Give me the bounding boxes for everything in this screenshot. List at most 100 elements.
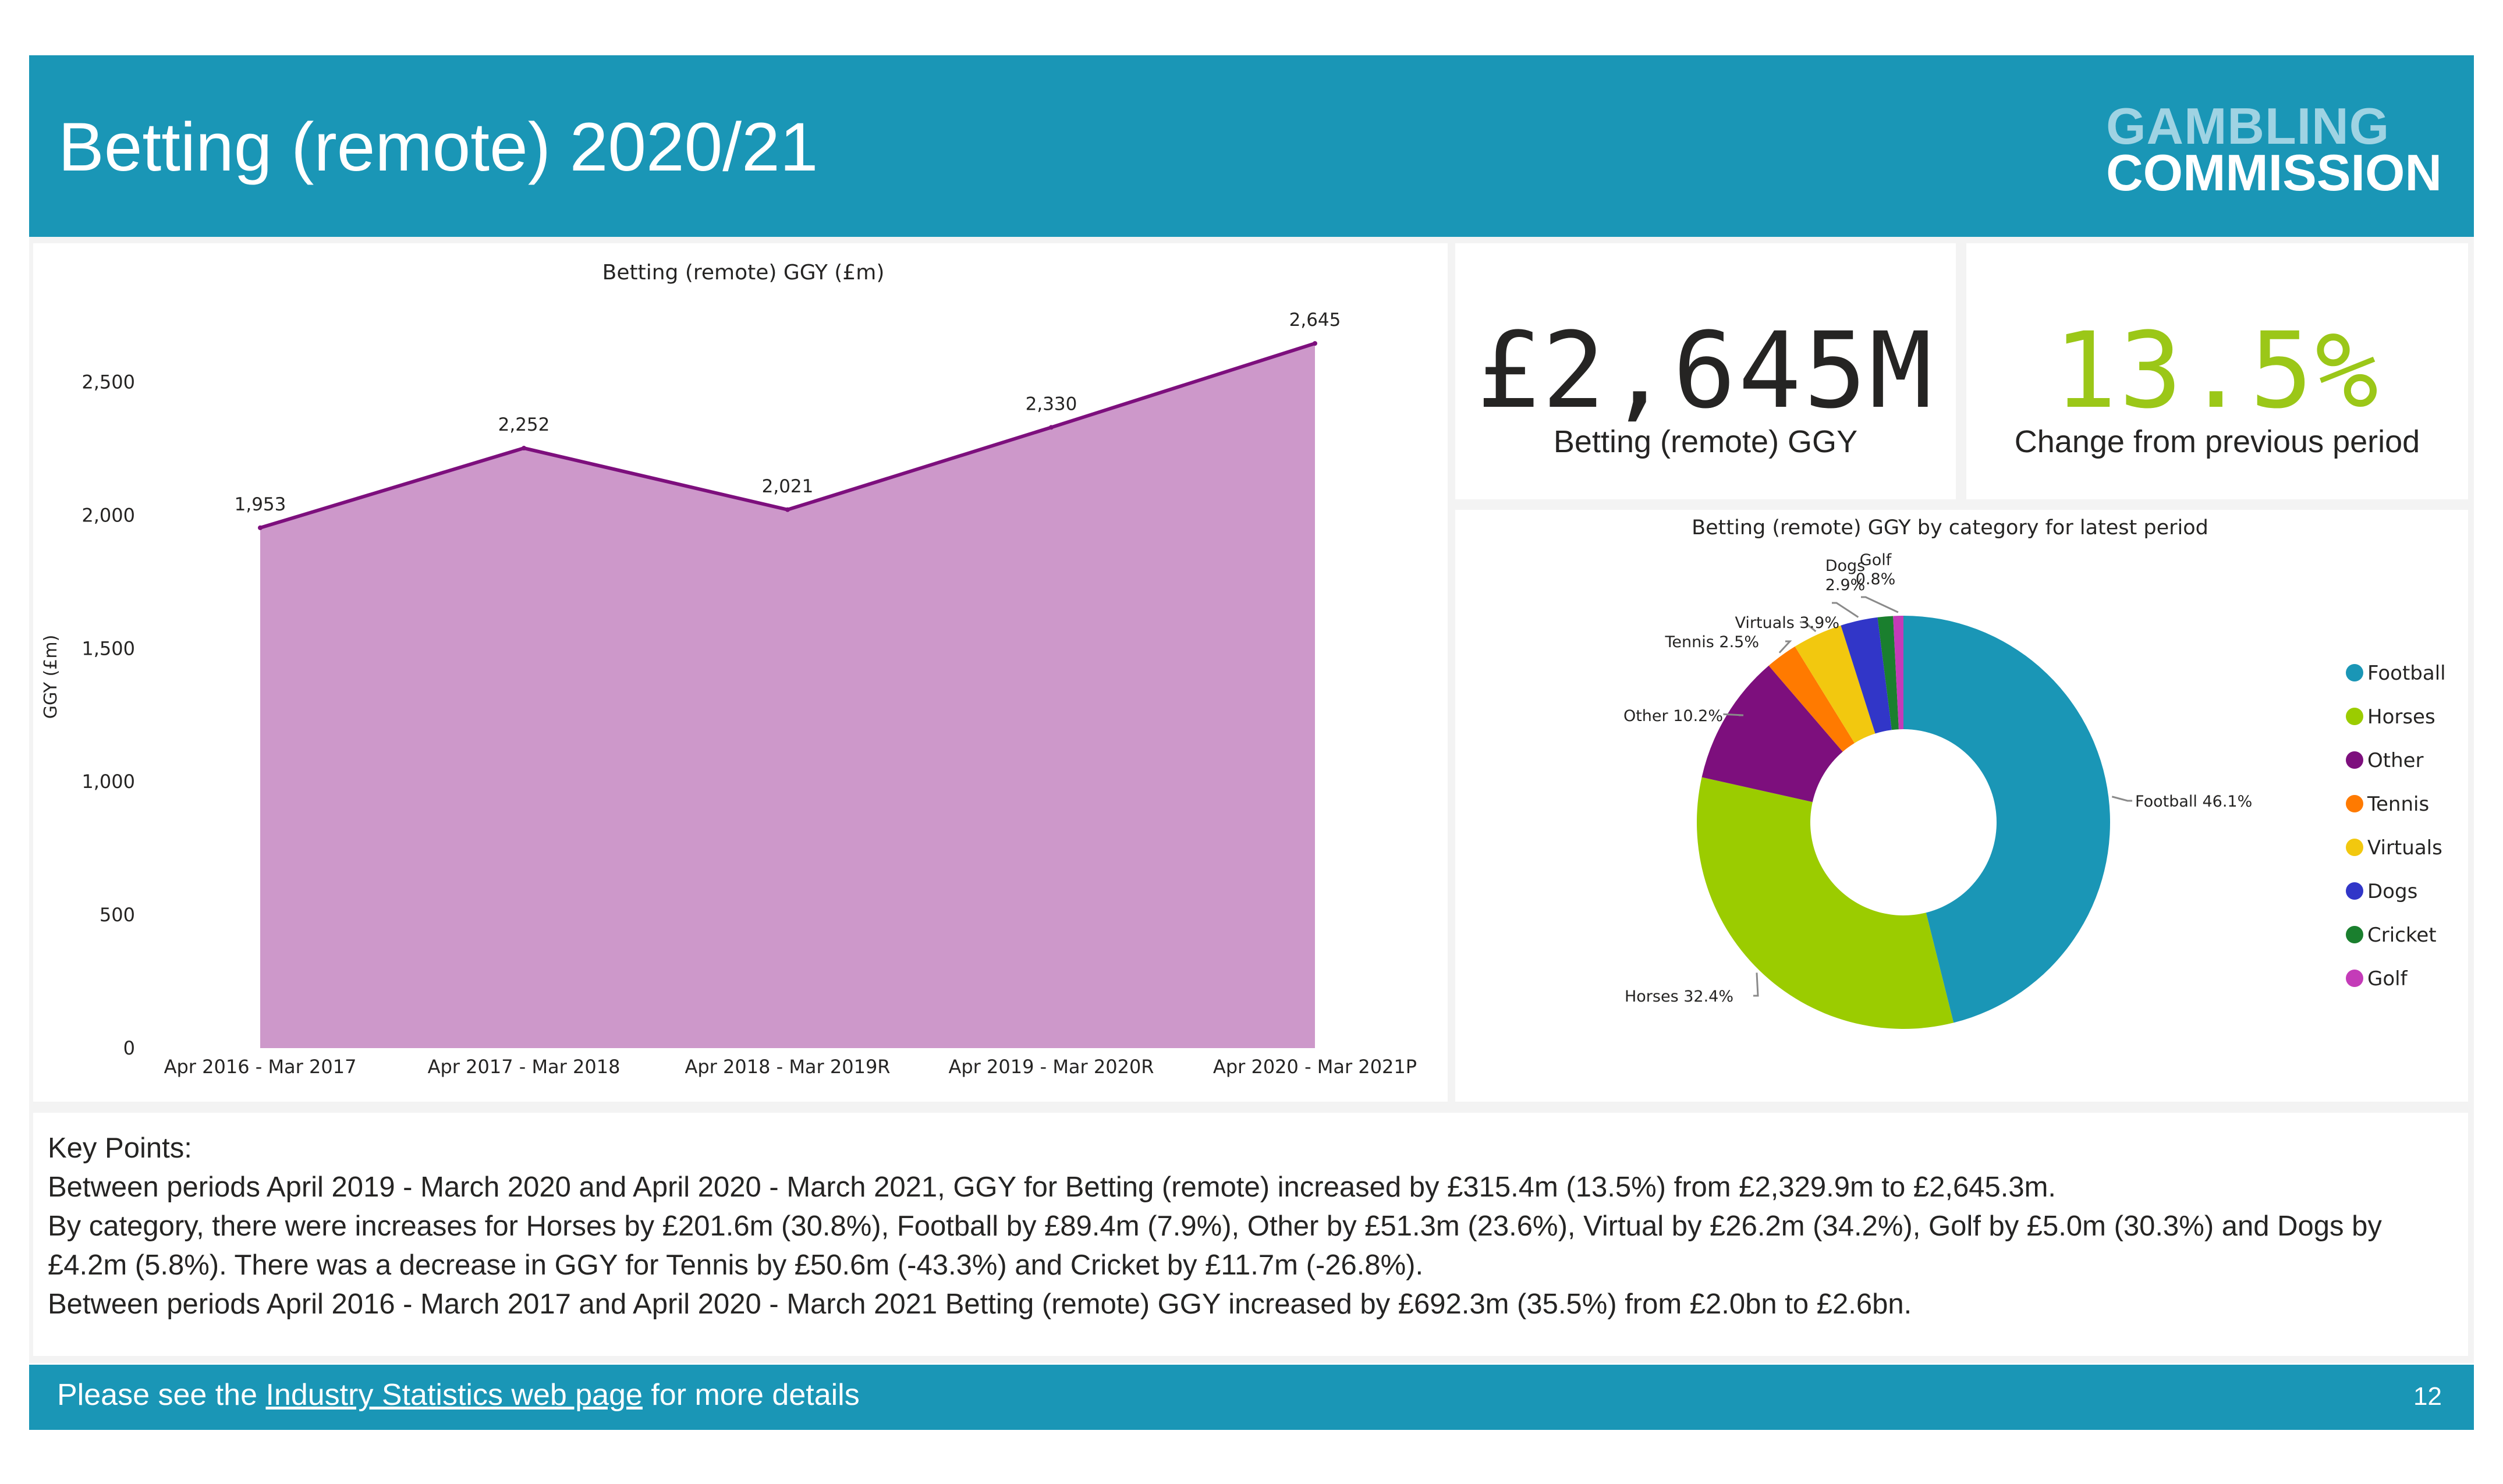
legend-label-dogs: Dogs <box>2367 880 2417 903</box>
area-data-point <box>1049 425 1054 430</box>
legend-label-tennis: Tennis <box>2367 793 2429 816</box>
kpi-ggy-label: Betting (remote) GGY <box>1553 424 1858 459</box>
donut-slice-virtuals <box>1795 625 1876 743</box>
donut-leader-line <box>1753 972 1759 997</box>
gambling-commission-logo: GAMBLING COMMISSION <box>2106 101 2442 198</box>
logo-line-1: GAMBLING <box>2106 97 2390 155</box>
area-x-tick-label: Apr 2020 - Mar 2021P <box>1213 1056 1417 1078</box>
kpi-card-change: 13.5% Change from previous period <box>1966 243 2468 499</box>
donut-data-label: 2.9% <box>1825 576 1866 594</box>
donut-slice-football <box>1903 616 2110 1023</box>
footer-text: Please see the Industry Statistics web p… <box>57 1378 860 1412</box>
area-y-tick-label: 1,500 <box>81 637 135 659</box>
donut-legend: Football Horses Other Tennis Virtuals Dogs Cri… <box>2346 662 2446 990</box>
area-data-label: 2,021 <box>762 476 814 497</box>
donut-data-label: Horses 32.4% <box>1625 988 1733 1006</box>
donut-data-labels: Football 46.1% Horses 32.4% Other 10.2% Ten… <box>1623 551 2252 1006</box>
donut-data-label: Golf <box>1860 551 1892 569</box>
footer-prefix: Please see the <box>57 1378 266 1412</box>
footer-suffix: for more details <box>642 1378 860 1412</box>
area-chart-title: Betting (remote) GGY (£m) <box>602 261 885 285</box>
area-chart-x-axis: Apr 2016 - Mar 2017 Apr 2017 - Mar 2018 Ap… <box>164 1056 1417 1078</box>
kpi-ggy-value: £2,645M <box>1476 310 1935 432</box>
legend-marker-golf <box>2346 970 2363 987</box>
area-y-tick-label: 2,500 <box>81 371 135 393</box>
key-point-line: Between periods April 2016 - March 2017 … <box>48 1288 1912 1320</box>
area-data-point <box>785 507 790 512</box>
area-y-tick-label: 500 <box>100 904 135 926</box>
legend-marker-tennis <box>2346 795 2363 812</box>
page-number: 12 <box>2413 1382 2442 1411</box>
kpi-change-label: Change from previous period <box>2014 424 2420 459</box>
area-data-label: 1,953 <box>235 494 286 515</box>
legend-marker-horses <box>2346 708 2363 725</box>
area-x-tick-label: Apr 2019 - Mar 2020R <box>948 1056 1154 1078</box>
key-points: Key Points: Between periods April 2019 -… <box>48 1129 2454 1324</box>
legend-label-football: Football <box>2367 662 2446 685</box>
donut-slice-other <box>1701 665 1843 803</box>
donut-slice-tennis <box>1768 646 1855 752</box>
area-y-tick-label: 0 <box>123 1037 135 1059</box>
area-y-tick-label: 1,000 <box>81 771 135 793</box>
donut-slice-dogs <box>1841 617 1892 734</box>
legend-marker-other <box>2346 751 2363 769</box>
legend-marker-football <box>2346 664 2363 681</box>
area-data-point <box>522 446 526 451</box>
area-x-tick-label: Apr 2016 - Mar 2017 <box>164 1056 357 1078</box>
page-title: Betting (remote) 2020/21 <box>58 109 818 186</box>
donut-chart: Betting (remote) GGY by category for lat… <box>1623 516 2446 1029</box>
area-fill <box>260 343 1315 1048</box>
area-x-tick-label: Apr 2017 - Mar 2018 <box>428 1056 621 1078</box>
legend-marker-virtuals <box>2346 839 2363 856</box>
donut-data-label: Other 10.2% <box>1623 707 1723 725</box>
legend-marker-dogs <box>2346 882 2363 900</box>
donut-slice-golf <box>1893 616 1903 730</box>
area-data-label: 2,252 <box>498 414 550 435</box>
key-points-panel: Key Points: Between periods April 2019 -… <box>33 1113 2468 1356</box>
donut-slice-horses <box>1697 777 1954 1029</box>
area-data-label: 2,645 <box>1289 310 1341 331</box>
legend-label-horses: Horses <box>2367 705 2435 729</box>
area-chart-panel: Betting (remote) GGY (£m) GGY (£m) 0 500 1… <box>33 243 1448 1102</box>
donut-data-label: Virtuals 3.9% <box>1735 614 1839 632</box>
area-data-point <box>258 525 263 530</box>
area-data-points <box>258 341 1317 530</box>
donut-chart-title: Betting (remote) GGY by category for lat… <box>1692 516 2208 539</box>
legend-label-other: Other <box>2367 749 2424 772</box>
donut-data-label: Football 46.1% <box>2135 793 2252 811</box>
donut-slice-cricket <box>1877 616 1899 730</box>
area-y-tick-label: 2,000 <box>81 504 135 526</box>
kpi-card-ggy: £2,645M Betting (remote) GGY <box>1455 243 1956 499</box>
area-data-point <box>1313 341 1317 346</box>
area-data-label: 2,330 <box>1026 393 1077 414</box>
area-chart: Betting (remote) GGY (£m) GGY (£m) 0 500 1… <box>41 261 1417 1078</box>
area-x-tick-label: Apr 2018 - Mar 2019R <box>685 1056 890 1078</box>
key-point-line: Between periods April 2019 - March 2020 … <box>48 1171 2057 1203</box>
area-chart-y-axis: 0 500 1,000 1,500 2,000 2,500 <box>81 371 135 1060</box>
legend-label-cricket: Cricket <box>2367 924 2437 947</box>
donut-data-label: Dogs <box>1825 557 1866 575</box>
area-chart-y-axis-label: GGY (£m) <box>41 635 61 719</box>
legend-label-virtuals: Virtuals <box>2367 836 2442 860</box>
header-bar: Betting (remote) 2020/21 GAMBLING COMMIS… <box>29 55 2474 237</box>
donut-chart-panel: Betting (remote) GGY by category for lat… <box>1455 510 2468 1102</box>
donut-slices <box>1697 616 2110 1029</box>
logo-line-2: COMMISSION <box>2106 144 2442 201</box>
donut-data-label: Tennis 2.5% <box>1665 633 1760 651</box>
donut-leader-line <box>2111 796 2132 802</box>
area-data-labels: 1,953 2,252 2,021 2,330 2,645 <box>235 310 1341 515</box>
donut-leader-line <box>1723 713 1744 716</box>
donut-leader-line <box>1832 602 1859 618</box>
legend-label-golf: Golf <box>2367 967 2408 990</box>
donut-data-label: 0.8% <box>1856 570 1896 588</box>
donut-leader-line <box>1778 640 1792 654</box>
donut-leader-line <box>1861 596 1899 613</box>
industry-statistics-link[interactable]: Industry Statistics web page <box>265 1378 643 1412</box>
donut-leader-lines <box>1723 596 2132 997</box>
key-points-heading: Key Points: <box>48 1132 192 1164</box>
legend-marker-cricket <box>2346 926 2363 943</box>
kpi-change-value: 13.5% <box>2054 310 2381 432</box>
footer-bar: Please see the Industry Statistics web p… <box>29 1365 2474 1430</box>
key-point-line: By category, there were increases for Ho… <box>48 1210 2382 1281</box>
donut-leader-line <box>1800 621 1817 633</box>
